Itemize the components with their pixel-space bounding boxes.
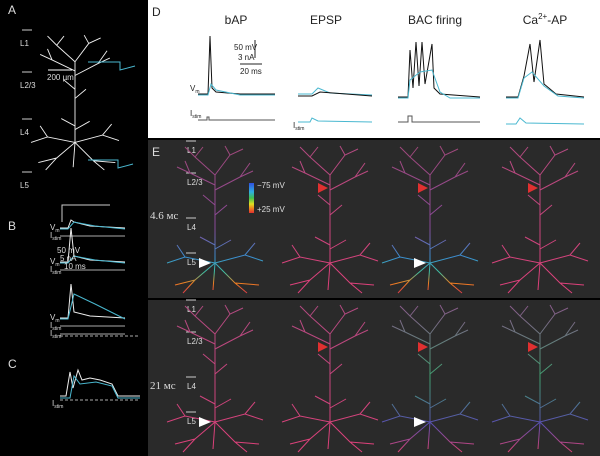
layer-label: L1 (20, 39, 29, 48)
layer-label: L5 (20, 181, 29, 190)
column-title: EPSP (310, 13, 342, 27)
scale-label: 200 µm (47, 73, 74, 82)
arrow (414, 258, 426, 268)
trace (198, 116, 275, 121)
layer-label: L4 (187, 382, 196, 391)
trace-label: Istim (52, 399, 63, 410)
arrow (318, 183, 328, 193)
column-title: bAP (225, 13, 248, 27)
colorbar (249, 183, 254, 213)
layer-label: L1 (187, 305, 196, 314)
trace-label: Vm (50, 257, 60, 268)
time-label: 4.6 мс (150, 210, 178, 222)
scale-bar (240, 40, 262, 65)
arrow (528, 183, 538, 193)
arrow (528, 342, 538, 352)
layer-label: L2/3 (187, 178, 203, 187)
trace-label: Istim (50, 321, 61, 332)
trace (60, 374, 140, 399)
trace-label: Istim (190, 109, 201, 120)
layer-label: L2/3 (20, 81, 36, 90)
column-title: Ca2+-AP (523, 12, 567, 27)
trace (60, 283, 126, 319)
trace (298, 117, 373, 123)
panel-label: A (8, 3, 16, 17)
panel-d-bg (148, 0, 600, 138)
trace-label: Vm (190, 84, 200, 95)
scale-label: 50 mV (234, 43, 258, 52)
scale-label: 3 nA (238, 53, 255, 62)
arrow (199, 258, 211, 268)
trace (198, 82, 275, 96)
arrow (418, 183, 428, 193)
scale-label: 20 ms (240, 67, 262, 76)
trace (398, 115, 480, 123)
scale-label: 5 nA (60, 254, 77, 263)
trace (398, 69, 480, 99)
trace (506, 117, 585, 125)
colorbar-label: +25 mV (257, 205, 285, 214)
arrow (318, 342, 328, 352)
trace-label: Istim (50, 231, 61, 242)
arrow (418, 342, 428, 352)
trace-label: Istim (50, 329, 61, 340)
panel-label: E (152, 145, 160, 159)
panel-label: C (8, 357, 17, 371)
trace-label: Istim (293, 121, 304, 132)
trace (60, 221, 126, 230)
trace (506, 71, 585, 99)
panel-label: D (152, 5, 161, 19)
trace (398, 41, 481, 98)
colorbar-label: −75 mV (257, 181, 285, 190)
panel-label: B (8, 219, 16, 233)
scale-label: 10 ms (64, 262, 86, 271)
trace (60, 255, 126, 264)
trace (298, 91, 373, 97)
trace-label: Vm (50, 223, 60, 234)
layer-label: L1 (187, 146, 196, 155)
scale-bar (61, 204, 110, 222)
panel-e-top (148, 140, 600, 298)
arrow (199, 417, 211, 427)
scale-label: 50 mV (57, 246, 81, 255)
layer-label: L4 (20, 128, 29, 137)
layer-label: L5 (187, 258, 196, 267)
trace (60, 293, 126, 320)
layer-label: L5 (187, 417, 196, 426)
trace-label: Istim (50, 265, 61, 276)
trace-label: Vm (50, 313, 60, 324)
column-title: BAC firing (408, 13, 462, 27)
layer-label: L4 (187, 223, 196, 232)
layer-label: L2/3 (187, 337, 203, 346)
panel-e-bottom (148, 300, 600, 456)
arrow (414, 417, 426, 427)
electrode (88, 61, 136, 169)
trace (60, 368, 140, 397)
time-label: 21 мс (150, 380, 176, 392)
